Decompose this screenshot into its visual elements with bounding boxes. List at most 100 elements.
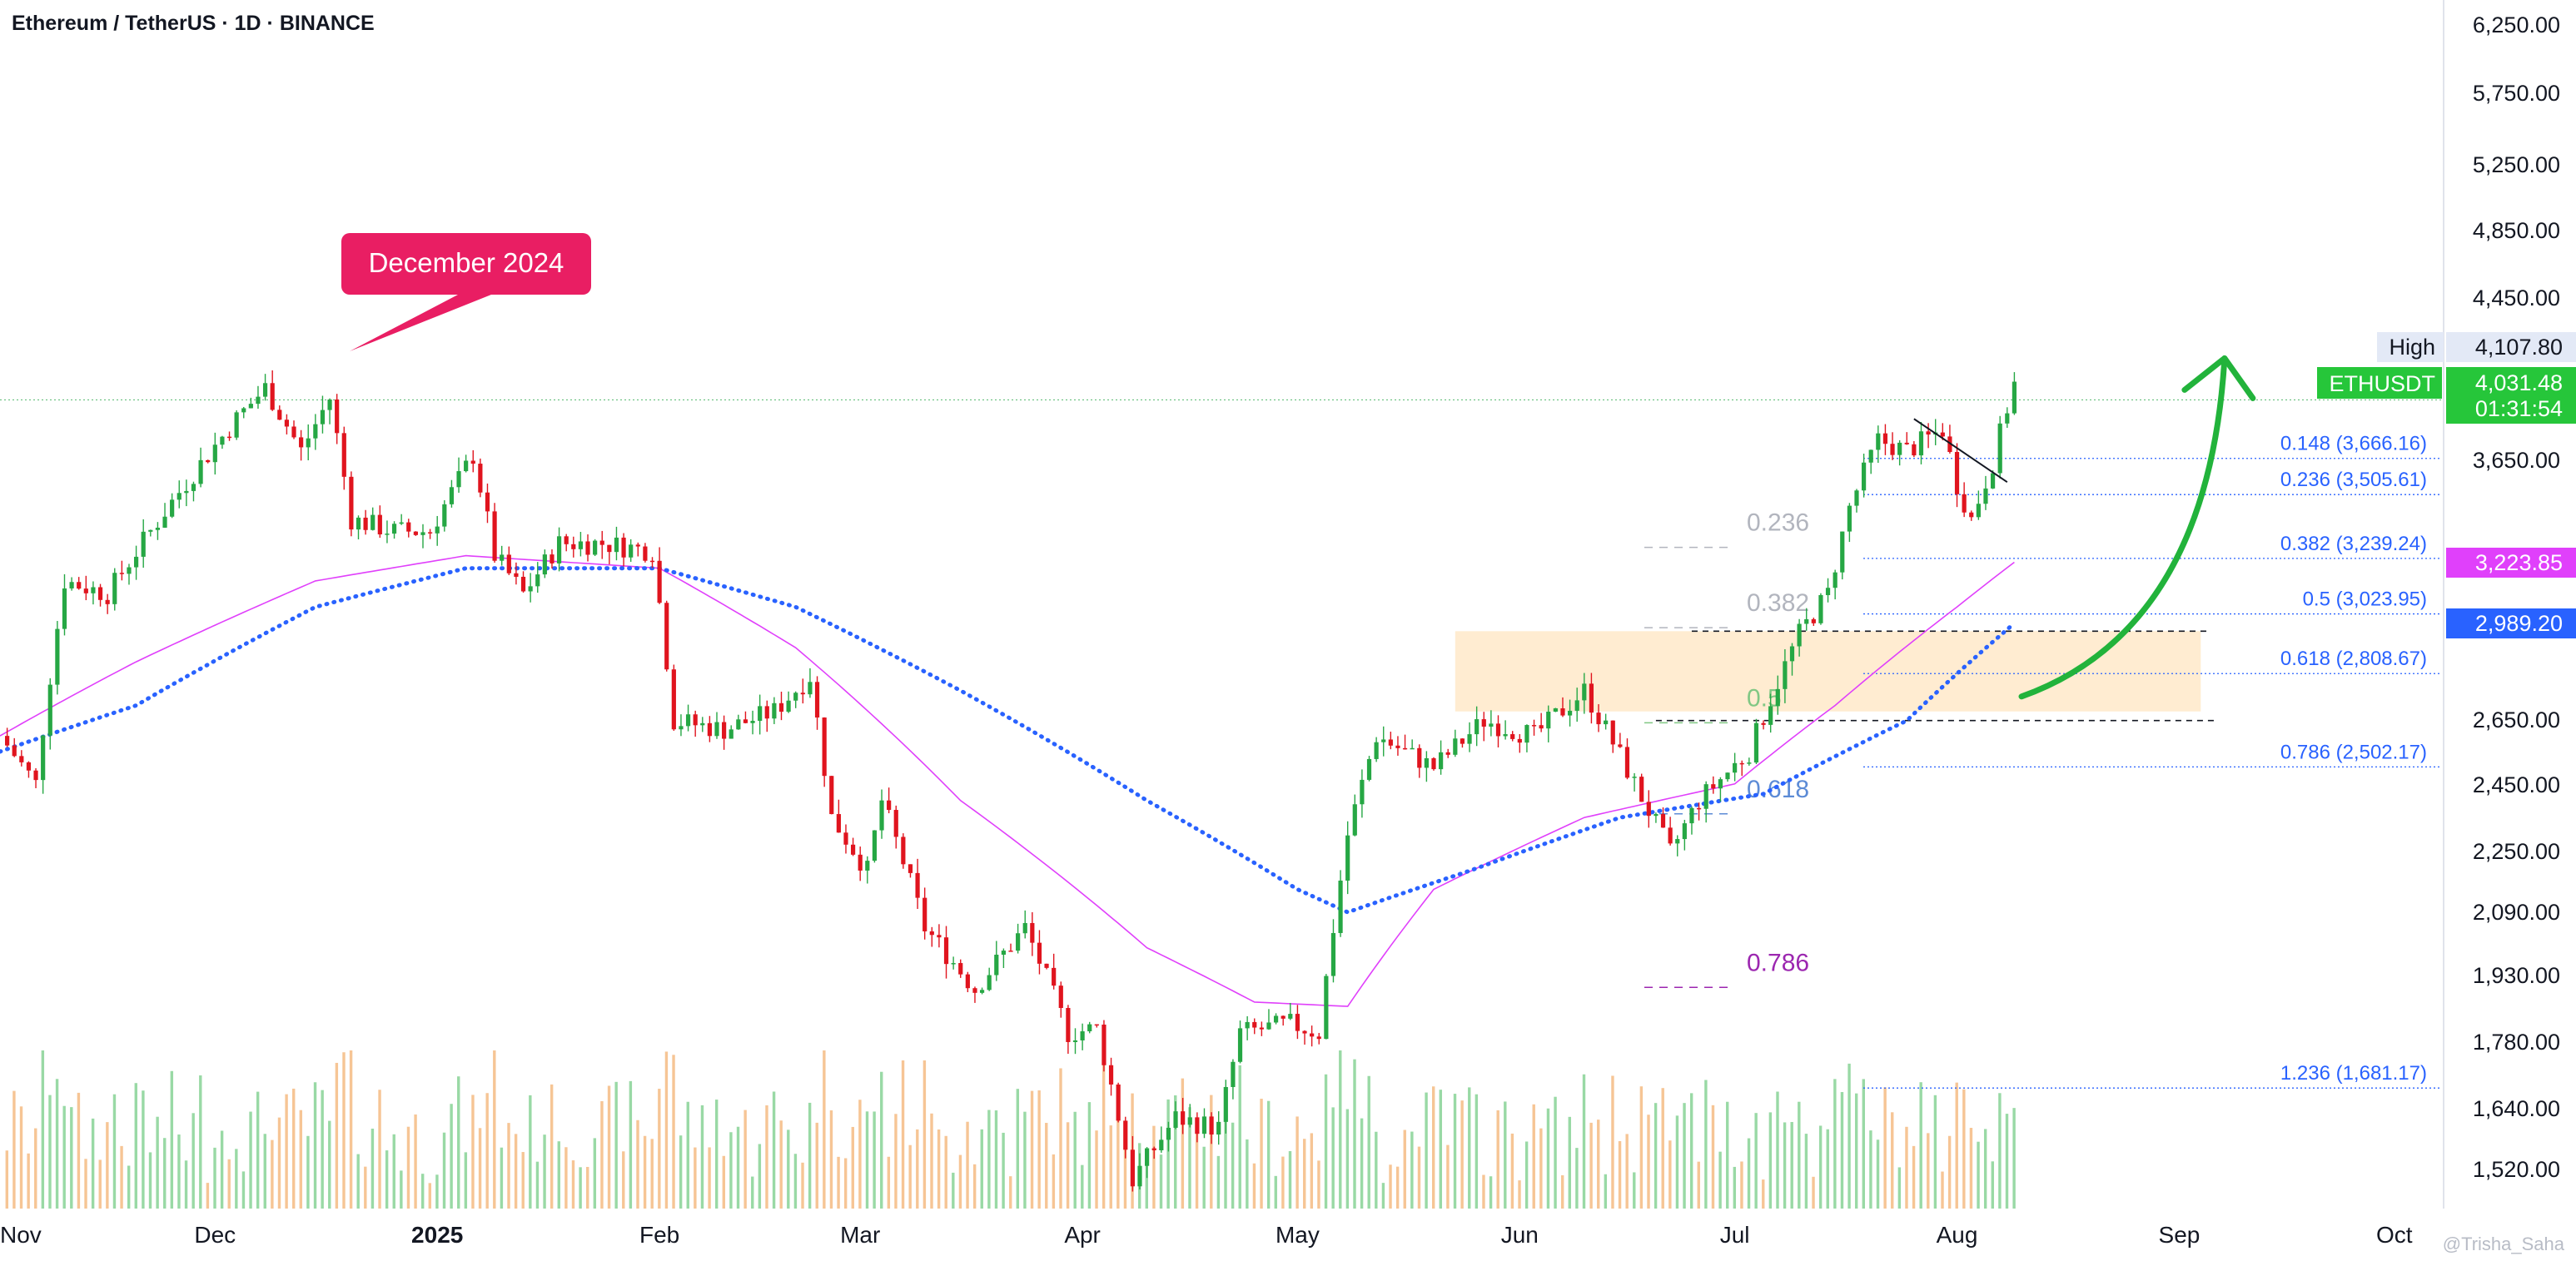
volume-bar [1654, 1103, 1658, 1209]
candle-body [1173, 1111, 1178, 1128]
volume-bar [694, 1147, 697, 1209]
time-tick-label: 2025 [411, 1222, 463, 1248]
candle-body [1388, 739, 1393, 746]
candle-body [1618, 744, 1623, 747]
candle-body [33, 770, 38, 781]
candle-body [1582, 683, 1587, 701]
candle-body [1954, 452, 1960, 494]
volume-bar [142, 1090, 145, 1209]
volume-bar [285, 1094, 288, 1209]
volume-bar [1353, 1059, 1356, 1209]
volume-bar [686, 1101, 689, 1209]
volume-bar [1288, 1150, 1292, 1209]
volume-bar [1152, 1125, 1156, 1209]
candle-body [1460, 738, 1465, 744]
volume-bar [414, 1114, 417, 1209]
candle-body [456, 471, 461, 488]
fib-left-label: 0.786 [1747, 949, 1809, 976]
candle-body [1990, 473, 1996, 489]
candle-body [1574, 700, 1579, 711]
candle-body [313, 424, 318, 439]
time-tick-label: Sep [2159, 1222, 2201, 1248]
candle-body [822, 717, 827, 777]
volume-bar [987, 1110, 991, 1209]
volume-bar [177, 1134, 181, 1209]
volume-bar [1726, 1101, 1729, 1209]
ma-fast-line [0, 554, 2015, 1007]
volume-bar [55, 1079, 59, 1209]
candle-body [772, 703, 777, 719]
volume-bar [364, 1166, 367, 1209]
candle-body [1137, 1165, 1142, 1187]
candle-body [41, 735, 46, 781]
volume-bar [815, 1122, 818, 1209]
time-tick-label: Jul [1720, 1222, 1750, 1248]
candle-body [256, 396, 261, 405]
candle-body [1589, 683, 1594, 713]
candle-body [1660, 814, 1666, 828]
volume-bar [1303, 1139, 1306, 1209]
volume-bar [1983, 1129, 1987, 1209]
volume-bar [916, 1129, 919, 1209]
candle-body [922, 897, 927, 931]
volume-bar [622, 1151, 625, 1209]
candle-body [685, 714, 691, 727]
candle-body [385, 534, 390, 535]
candle-body [1072, 1040, 1078, 1042]
volume-bar [1073, 1111, 1077, 1209]
volume-bar [1618, 1140, 1622, 1209]
candle-body [1718, 779, 1723, 789]
volume-bar [400, 1170, 403, 1209]
volume-bar [1460, 1100, 1464, 1209]
candle-body [1668, 827, 1673, 844]
candle-body [1539, 725, 1544, 729]
candle-body [1474, 719, 1479, 735]
candle-body [1058, 985, 1063, 1009]
volume-bar [1718, 1151, 1722, 1209]
candle-body [1739, 762, 1744, 765]
time-tick-label: Oct [2376, 1222, 2413, 1248]
candle-body [599, 540, 604, 545]
volume-bar [1790, 1122, 1793, 1209]
price-tick-label: 1,520.00 [2473, 1157, 2560, 1182]
trendline [1913, 418, 2008, 484]
candle-body [1108, 1065, 1114, 1085]
candle-body [629, 544, 634, 558]
volume-bar [1740, 1161, 1743, 1209]
price-tick-label: 5,750.00 [2473, 81, 2560, 106]
candle-body [764, 706, 769, 719]
volume-bar [1847, 1063, 1851, 1209]
volume-bar [1754, 1113, 1758, 1209]
candle-body [1689, 807, 1694, 824]
fib-level-label: 0.786 (2,502.17) [2280, 741, 2427, 763]
fib-level-label: 0.236 (3,505.61) [2280, 469, 2427, 491]
volume-bar [1833, 1079, 1837, 1209]
candle-body [1747, 762, 1752, 764]
candle-body [887, 800, 892, 811]
volume-bar [1202, 1146, 1206, 1209]
volume-bar [1059, 1068, 1062, 1209]
volume-bar [306, 1135, 310, 1209]
fib-left-label: 0.382 [1747, 589, 1809, 617]
candle-body [241, 408, 246, 413]
candle-body [284, 420, 289, 427]
time-tick-label: Nov [0, 1222, 42, 1248]
volume-bar [1468, 1087, 1471, 1209]
volume-bar [1733, 1166, 1737, 1209]
candle-body [406, 522, 411, 532]
volume-bar [184, 1160, 188, 1209]
price-tick-label: 2,450.00 [2473, 772, 2560, 797]
volume-bar [378, 1090, 381, 1209]
candle-body [91, 587, 96, 593]
candle-body [901, 837, 906, 865]
volume-bar [880, 1071, 883, 1209]
volume-bar [1546, 1108, 1550, 1209]
candle-body [1596, 712, 1601, 725]
candle-body [1237, 1028, 1243, 1062]
candle-body [1696, 807, 1702, 810]
volume-bar [206, 1183, 210, 1209]
candle-body [972, 988, 977, 993]
volume-bar [851, 1126, 854, 1209]
